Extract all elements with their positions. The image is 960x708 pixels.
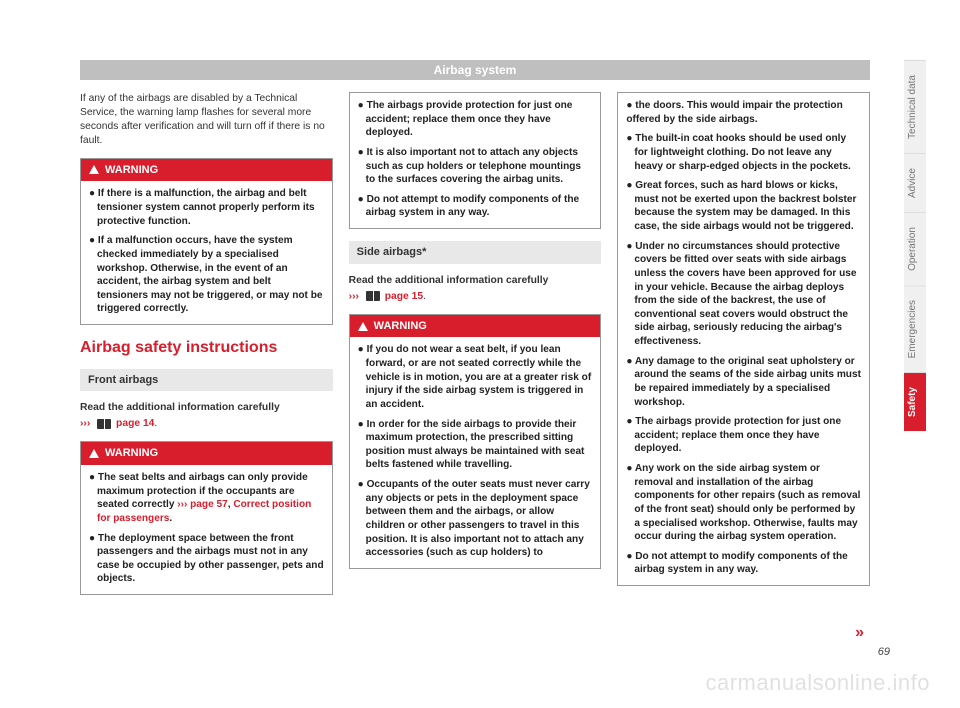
page-link: ››› page 57 bbox=[177, 499, 227, 510]
warning-box-5: the doors. This would impair the protect… bbox=[617, 92, 870, 586]
warning-bullet: The built-in coat hooks should be used o… bbox=[626, 132, 861, 173]
intro-paragraph: If any of the airbags are disabled by a … bbox=[80, 92, 333, 148]
warning-bullet: If there is a malfunction, the airbag an… bbox=[89, 187, 324, 228]
warning-body: The seat belts and airbags can only prov… bbox=[81, 465, 332, 594]
warning-label: WARNING bbox=[374, 319, 427, 334]
warning-bullet: Any work on the side airbag system or re… bbox=[626, 462, 861, 544]
warning-icon bbox=[358, 322, 368, 331]
continue-marker: » bbox=[855, 624, 864, 642]
warning-bullet: It is also important not to attach any o… bbox=[358, 146, 593, 187]
tab-emergencies[interactable]: Emergencies bbox=[904, 285, 926, 372]
warning-bullet: Great forces, such as hard blows or kick… bbox=[626, 179, 861, 234]
side-tabs: Technical data Advice Operation Emergenc… bbox=[904, 60, 926, 431]
column-1: If any of the airbags are disabled by a … bbox=[80, 92, 333, 607]
watermark: carmanualsonline.info bbox=[705, 670, 930, 696]
warning-bullet: The airbags provide protection for just … bbox=[626, 415, 861, 456]
book-icon bbox=[366, 291, 380, 301]
page-reference: ››› page 14. bbox=[80, 417, 333, 431]
page-ref-arrows: ››› bbox=[349, 291, 359, 302]
bullet-text: . bbox=[169, 513, 172, 524]
warning-icon bbox=[89, 165, 99, 174]
subsection-title: Front airbags bbox=[80, 369, 333, 392]
read-more-label: Read the additional information carefull… bbox=[349, 274, 602, 288]
warning-label: WARNING bbox=[105, 446, 158, 461]
tab-technical-data[interactable]: Technical data bbox=[904, 60, 926, 153]
warning-box-4: WARNING If you do not wear a seat belt, … bbox=[349, 314, 602, 569]
warning-body: If you do not wear a seat belt, if you l… bbox=[350, 337, 601, 567]
warning-bullet: Do not attempt to modify components of t… bbox=[358, 193, 593, 220]
subsection-title: Side airbags* bbox=[349, 241, 602, 264]
column-2: The airbags provide protection for just … bbox=[349, 92, 602, 607]
warning-continuation: the doors. This would impair the protect… bbox=[626, 99, 861, 126]
warning-body: the doors. This would impair the protect… bbox=[618, 93, 869, 585]
section-title: Airbag safety instructions bbox=[80, 337, 333, 359]
book-icon bbox=[97, 419, 111, 429]
warning-box-1: WARNING If there is a malfunction, the a… bbox=[80, 158, 333, 325]
page-ref-arrows: ››› bbox=[80, 418, 90, 429]
warning-label: WARNING bbox=[105, 163, 158, 178]
warning-icon bbox=[89, 449, 99, 458]
warning-header: WARNING bbox=[350, 315, 601, 338]
warning-box-2: WARNING The seat belts and airbags can o… bbox=[80, 441, 333, 595]
tab-operation[interactable]: Operation bbox=[904, 212, 926, 285]
warning-bullet: The airbags provide protection for just … bbox=[358, 99, 593, 140]
header-bar: Airbag system bbox=[80, 60, 870, 80]
warning-body: If there is a malfunction, the airbag an… bbox=[81, 181, 332, 324]
page-ref-text: page 15 bbox=[385, 291, 423, 302]
warning-bullet: In order for the side airbags to provide… bbox=[358, 418, 593, 473]
warning-header: WARNING bbox=[81, 159, 332, 182]
warning-bullet: If you do not wear a seat belt, if you l… bbox=[358, 343, 593, 411]
page-number: 69 bbox=[878, 646, 890, 658]
columns: If any of the airbags are disabled by a … bbox=[80, 92, 870, 607]
tab-advice[interactable]: Advice bbox=[904, 153, 926, 212]
warning-bullet: The seat belts and airbags can only prov… bbox=[89, 471, 324, 526]
warning-bullet: Do not attempt to modify components of t… bbox=[626, 550, 861, 577]
warning-body: The airbags provide protection for just … bbox=[350, 93, 601, 228]
warning-bullet: Occupants of the outer seats must never … bbox=[358, 478, 593, 560]
page-reference: ››› page 15. bbox=[349, 290, 602, 304]
page-content: Airbag system If any of the airbags are … bbox=[80, 60, 870, 660]
tab-safety[interactable]: Safety bbox=[904, 372, 926, 431]
read-more-label: Read the additional information carefull… bbox=[80, 401, 333, 415]
warning-box-3: The airbags provide protection for just … bbox=[349, 92, 602, 229]
warning-bullet: Any damage to the original seat upholste… bbox=[626, 355, 861, 410]
warning-bullet: Under no circumstances should protective… bbox=[626, 240, 861, 349]
warning-bullet: The deployment space between the front p… bbox=[89, 532, 324, 587]
warning-bullet: If a malfunction occurs, have the system… bbox=[89, 234, 324, 316]
warning-header: WARNING bbox=[81, 442, 332, 465]
column-3: the doors. This would impair the protect… bbox=[617, 92, 870, 607]
page-ref-text: page 14 bbox=[116, 418, 154, 429]
